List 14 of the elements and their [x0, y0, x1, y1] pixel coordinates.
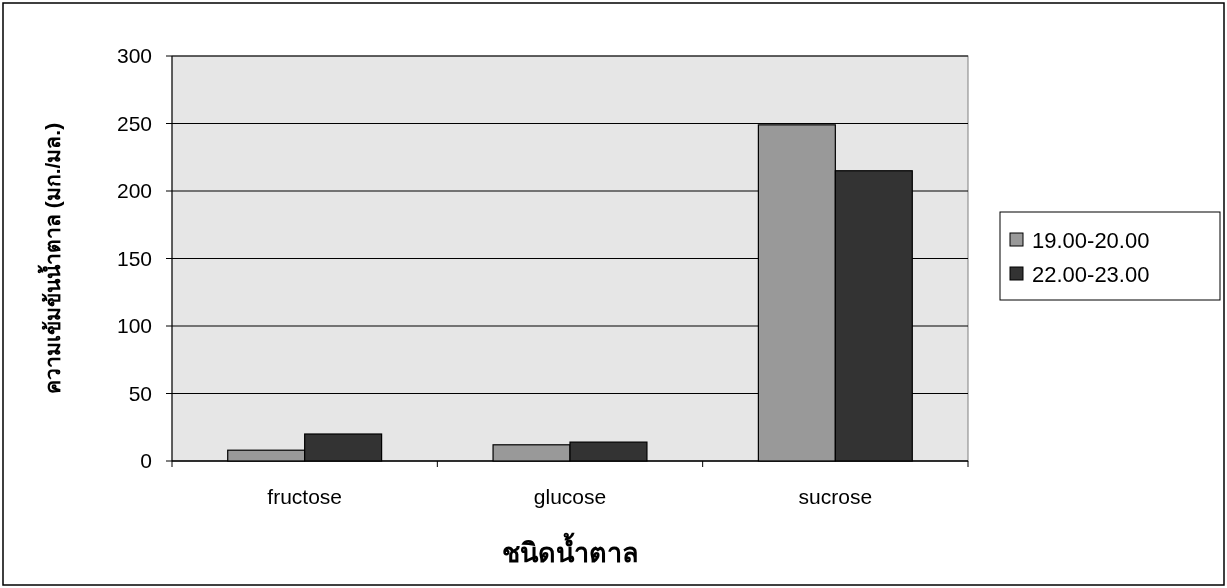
legend-label: 19.00-20.00 — [1032, 228, 1150, 253]
y-tick-label: 150 — [116, 246, 152, 270]
y-tick-label: 50 — [128, 381, 152, 405]
y-tick-label: 200 — [116, 179, 152, 202]
y-tick-label: 300 — [116, 44, 152, 67]
legend-label: 22.00-23.00 — [1032, 262, 1150, 287]
y-tick-label: 250 — [116, 111, 152, 135]
x-tick-label: sucrose — [798, 485, 873, 508]
x-axis-title: ชนิดน้ำตาล — [501, 532, 639, 568]
y-tick-label: 0 — [140, 449, 152, 472]
y-tick-label: 100 — [116, 314, 152, 337]
y-axis-title: ความเข้มข้นน้ำตาล (มก./มล.) — [37, 122, 64, 395]
x-tick-label: glucose — [533, 485, 607, 508]
x-tick-label: fructose — [267, 485, 343, 508]
